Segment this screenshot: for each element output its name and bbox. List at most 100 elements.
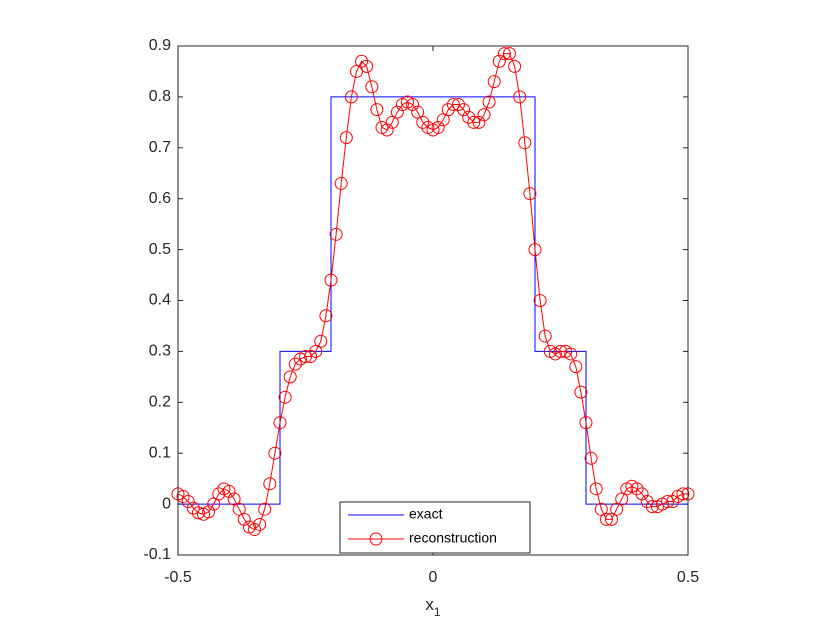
data-marker xyxy=(319,309,333,323)
data-marker xyxy=(299,349,312,363)
data-marker xyxy=(630,482,644,496)
data-marker xyxy=(304,349,318,363)
data-marker xyxy=(360,59,374,73)
data-marker xyxy=(605,512,618,526)
data-marker xyxy=(441,103,455,117)
y-tick-label: 0.5 xyxy=(149,241,171,258)
data-marker xyxy=(538,329,552,343)
data-marker xyxy=(666,495,680,509)
data-marker xyxy=(222,484,236,498)
plot-area xyxy=(178,46,688,555)
data-marker xyxy=(406,98,420,112)
axes-box xyxy=(177,45,689,556)
data-marker xyxy=(477,108,491,122)
data-marker xyxy=(676,487,690,501)
data-marker xyxy=(416,115,430,129)
data-marker xyxy=(263,477,277,491)
y-tick-label: 0.8 xyxy=(149,88,171,105)
data-marker xyxy=(523,187,537,201)
data-marker xyxy=(385,115,399,129)
data-marker xyxy=(390,105,404,119)
x-tick-label: -0.5 xyxy=(164,569,192,586)
data-marker xyxy=(370,103,384,117)
y-tick-label: 0 xyxy=(162,495,171,512)
data-marker xyxy=(283,370,297,384)
data-marker xyxy=(314,334,328,348)
data-marker xyxy=(227,492,241,506)
data-marker xyxy=(533,294,547,307)
data-marker xyxy=(202,505,216,519)
data-marker xyxy=(610,502,624,516)
data-marker xyxy=(411,105,425,119)
data-marker xyxy=(645,500,659,514)
data-marker xyxy=(248,523,261,537)
data-marker xyxy=(594,502,608,516)
data-line xyxy=(178,96,688,505)
data-marker xyxy=(497,47,511,61)
data-marker xyxy=(574,385,588,399)
data-marker xyxy=(288,357,302,371)
data-marker xyxy=(487,75,501,89)
data-marker xyxy=(212,487,226,501)
y-tick-label: 0.9 xyxy=(149,37,171,54)
data-marker xyxy=(513,90,527,104)
data-marker xyxy=(334,176,348,190)
data-marker xyxy=(492,54,506,68)
data-marker xyxy=(457,103,471,117)
data-marker xyxy=(344,90,358,104)
data-marker xyxy=(472,115,486,129)
legend-marker xyxy=(369,532,383,546)
data-marker xyxy=(599,512,613,526)
data-marker xyxy=(258,502,272,516)
data-marker xyxy=(339,131,353,145)
y-tick-label: 0.6 xyxy=(149,190,171,207)
data-marker xyxy=(324,273,338,287)
data-marker xyxy=(661,495,675,509)
data-marker xyxy=(635,487,649,501)
data-marker xyxy=(350,64,363,78)
data-marker xyxy=(615,492,629,506)
data-marker xyxy=(452,98,465,112)
data-marker xyxy=(462,110,476,124)
data-marker xyxy=(380,123,394,137)
data-marker xyxy=(564,347,578,361)
y-tick-label: 0.7 xyxy=(149,139,171,156)
data-marker xyxy=(579,416,593,430)
x-axis-label-subscript: 1 xyxy=(434,605,441,619)
y-tick-label: 0.1 xyxy=(149,444,171,461)
legend-label: exact xyxy=(409,506,443,522)
x-axis-label-main: x xyxy=(425,595,434,614)
data-marker xyxy=(569,360,583,374)
data-marker xyxy=(186,501,200,515)
legend-label: reconstruction xyxy=(409,530,497,546)
data-marker xyxy=(355,54,369,68)
data-marker xyxy=(528,243,542,257)
data-marker xyxy=(584,451,598,465)
data-marker xyxy=(278,390,292,404)
x-axis-label: x1 xyxy=(425,595,441,619)
y-tick-label: 0.2 xyxy=(149,394,171,411)
data-marker xyxy=(467,115,481,129)
x-tick-label: 0.5 xyxy=(677,569,699,586)
data-marker xyxy=(446,98,460,112)
y-tick-label: -0.1 xyxy=(143,546,171,563)
data-marker xyxy=(176,489,190,503)
data-marker xyxy=(518,136,532,150)
x-tick-label: 0 xyxy=(429,569,438,586)
data-marker xyxy=(191,506,205,520)
data-marker xyxy=(268,446,282,460)
data-marker xyxy=(207,497,221,511)
data-marker xyxy=(237,512,251,526)
data-marker xyxy=(554,344,567,358)
data-marker xyxy=(640,495,654,509)
data-marker xyxy=(436,113,450,127)
data-marker xyxy=(431,120,445,134)
legend-box xyxy=(339,501,531,554)
data-marker xyxy=(329,227,343,241)
y-tick-label: 0.3 xyxy=(149,343,171,360)
data-marker xyxy=(365,80,379,94)
data-marker xyxy=(508,59,522,73)
data-marker xyxy=(181,495,195,509)
data-marker xyxy=(482,95,496,109)
